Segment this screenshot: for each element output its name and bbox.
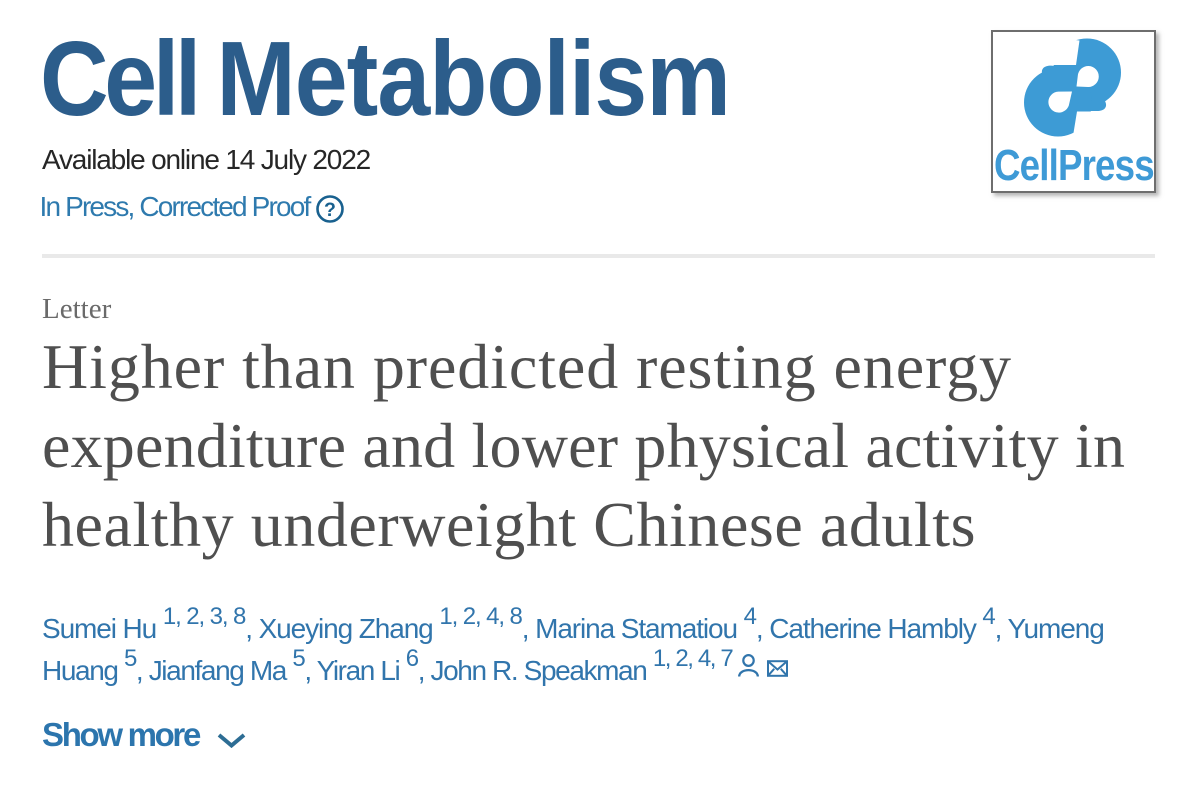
svg-text:?: ? <box>324 199 336 221</box>
